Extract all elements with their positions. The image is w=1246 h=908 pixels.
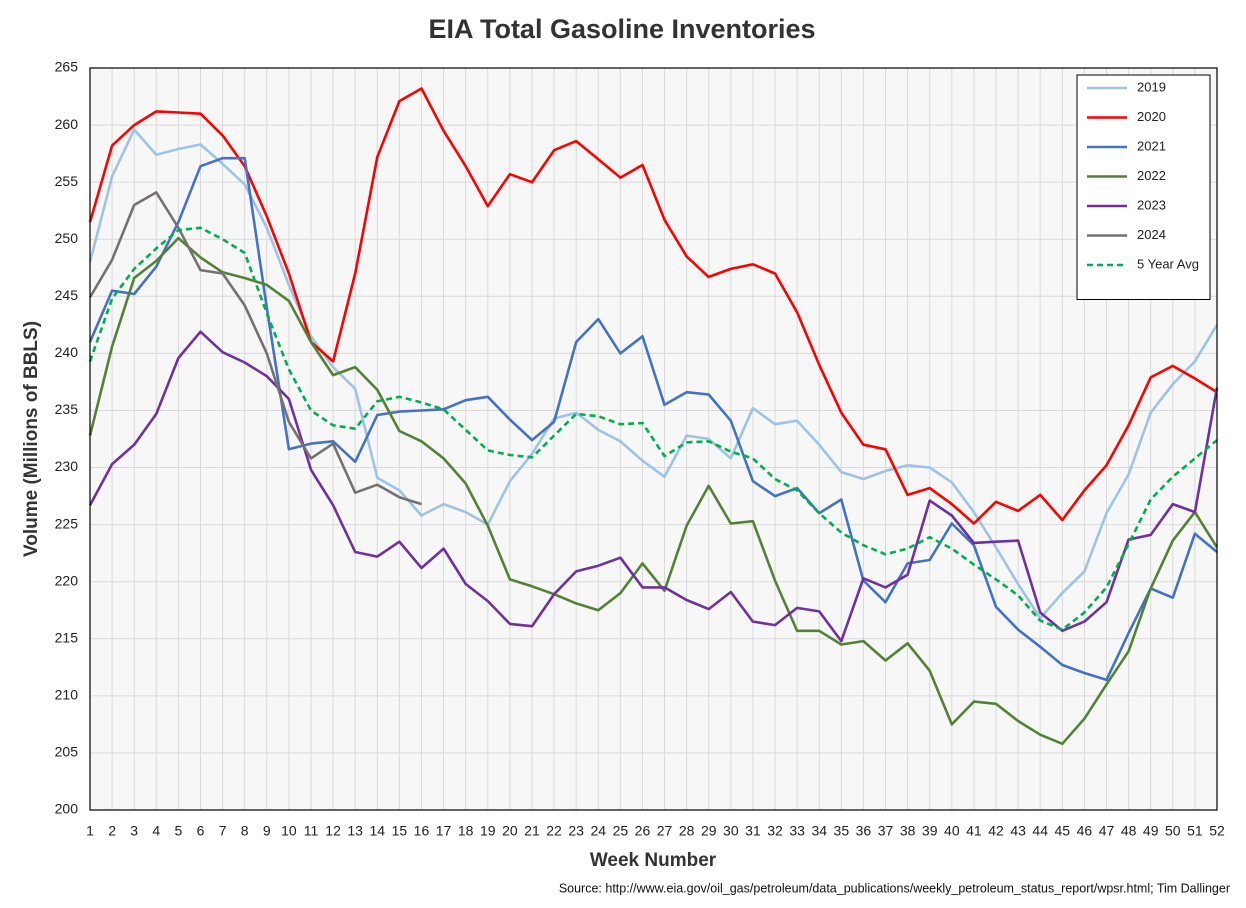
x-tick-label: 31 [745,823,761,839]
y-tick-label: 250 [55,230,79,246]
x-tick-label: 32 [767,823,783,839]
x-tick-label: 33 [789,823,805,839]
legend-label: 2021 [1137,138,1166,153]
x-tick-label: 36 [856,823,872,839]
series-line [88,191,422,506]
y-tick-label: 245 [55,287,79,303]
x-tick-label: 1 [86,823,94,839]
series-line [88,156,1218,682]
x-tick-label: 29 [701,823,717,839]
y-tick-label: 215 [55,629,79,645]
x-tick-label: 9 [263,823,271,839]
source-note: Source: http://www.eia.gov/oil_gas/petro… [559,881,1230,895]
x-tick-label: 8 [241,823,249,839]
legend: 2019 2020 2021 2022 2023 2024 5 Year Avg [1076,74,1211,300]
series-line [88,87,1218,525]
x-tick-label: 24 [590,823,606,839]
x-tick-label: 3 [130,823,138,839]
x-tick-label: 2 [108,823,116,839]
x-tick-label: 51 [1187,823,1203,839]
y-tick-label: 255 [55,173,79,189]
x-tick-label: 52 [1209,823,1225,839]
series-line [88,236,1219,746]
x-tick-label: 48 [1121,823,1137,839]
x-tick-label: 26 [635,823,651,839]
x-tick-label: 34 [811,823,827,839]
plot-border [89,67,1218,811]
series-line [88,226,1218,631]
series-lines [88,87,1219,746]
x-tick-label: 14 [369,823,385,839]
x-tick-label: 50 [1165,823,1181,839]
y-tick-label: 205 [55,744,79,760]
legend-label: 5 Year Avg [1137,256,1199,271]
x-tick-label: 30 [723,823,739,839]
x-tick-label: 43 [1010,823,1026,839]
y-tick-label: 240 [55,344,79,360]
x-tick-label: 47 [1099,823,1115,839]
y-tick-label: 230 [55,458,79,474]
y-tick-label: 220 [55,572,79,588]
x-tick-label: 19 [480,823,496,839]
y-tick-label: 265 [55,59,79,75]
x-tick-label: 11 [304,823,319,839]
x-tick-label: 18 [458,823,474,839]
x-tick-label: 12 [325,823,341,839]
legend-label: 2024 [1137,227,1166,242]
legend-label: 2020 [1137,109,1166,124]
x-tick-label: 45 [1055,823,1071,839]
x-tick-label: 17 [436,823,452,839]
legend-label: 2022 [1137,168,1166,183]
x-tick-label: 46 [1077,823,1093,839]
x-tick-label: 40 [944,823,960,839]
x-tick-label: 41 [966,823,982,839]
x-tick-label: 42 [988,823,1004,839]
x-tick-label: 37 [878,823,894,839]
x-tick-label: 22 [546,823,562,839]
legend-label: 2019 [1137,79,1166,94]
x-tick-label: 5 [174,823,182,839]
x-tick-label: 4 [152,823,160,839]
legend-label: 2023 [1137,197,1166,212]
x-tick-label: 39 [922,823,938,839]
y-tick-label: 260 [55,116,79,132]
x-tick-label: 44 [1032,823,1048,839]
x-tick-label: 13 [347,823,363,839]
x-tick-label: 35 [834,823,850,839]
y-tick-label: 210 [55,687,79,703]
x-tick-label: 16 [414,823,430,839]
x-tick-label: 38 [900,823,916,839]
legend-box [1076,74,1211,300]
y-axis-label: Volume (Millions of BBLS) [21,321,42,557]
x-tick-label: 23 [568,823,584,839]
x-tick-label: 7 [219,823,227,839]
x-axis-label: Week Number [590,850,717,871]
x-tick-label: 6 [197,823,205,839]
x-tick-label: 21 [524,823,540,839]
x-tick-label: 10 [281,823,297,839]
x-tick-label: 25 [613,823,629,839]
x-tick-label: 15 [392,823,408,839]
y-tick-label: 225 [55,515,79,531]
x-tick-label: 20 [502,823,518,839]
x-tick-label: 27 [657,823,673,839]
y-tick-label: 200 [55,801,79,817]
chart-title: EIA Total Gasoline Inventories [428,14,815,44]
x-tick-label: 49 [1143,823,1159,839]
x-tick-label: 28 [679,823,695,839]
y-tick-label: 235 [55,401,79,417]
series-line [88,128,1219,620]
